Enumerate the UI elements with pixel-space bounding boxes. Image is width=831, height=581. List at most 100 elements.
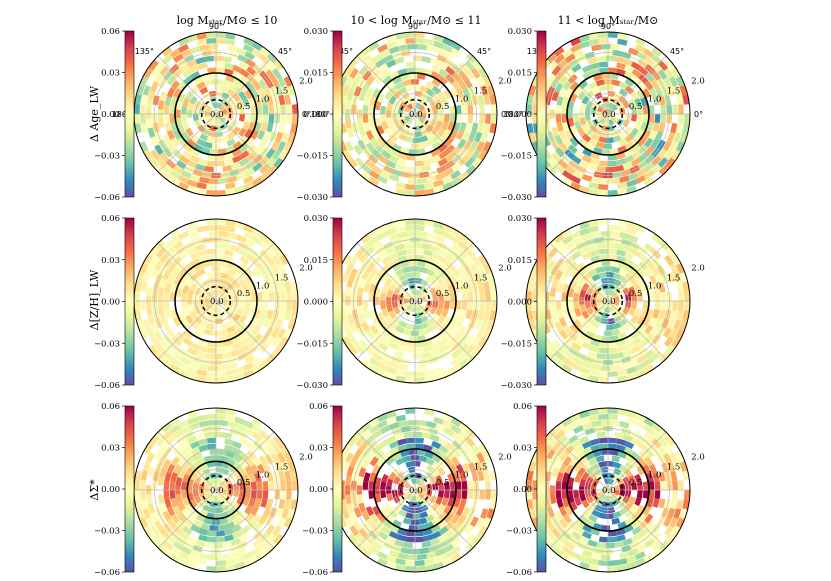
polar-bin bbox=[598, 559, 608, 566]
polar-bin bbox=[397, 534, 407, 542]
radial-tick-label: 1.5 bbox=[275, 87, 289, 97]
polar-bin bbox=[405, 408, 415, 415]
polar-bin bbox=[206, 341, 216, 348]
polar-bin bbox=[651, 233, 663, 244]
polar-bin bbox=[412, 166, 423, 173]
polar-bin bbox=[169, 170, 181, 180]
polar-bin bbox=[143, 254, 154, 266]
polar-bin bbox=[642, 481, 649, 490]
polar-bin bbox=[172, 129, 182, 140]
polar-bin bbox=[252, 456, 262, 467]
polar-bin bbox=[588, 38, 599, 46]
polar-bin bbox=[660, 291, 667, 301]
polar-bin bbox=[421, 56, 432, 64]
polar-bin bbox=[405, 536, 415, 543]
polar-bin bbox=[392, 504, 402, 514]
polar-bin bbox=[162, 240, 174, 252]
polar-bin bbox=[465, 282, 473, 293]
polar-bin bbox=[368, 114, 375, 124]
polar-bin bbox=[177, 312, 186, 322]
polar-bin bbox=[377, 557, 388, 567]
polar-bin bbox=[193, 277, 203, 287]
polar-bin bbox=[187, 304, 195, 313]
polar-bin bbox=[624, 468, 633, 478]
polar-bin bbox=[474, 272, 483, 284]
polar-bin bbox=[421, 540, 432, 548]
polar-bin bbox=[232, 517, 243, 526]
polar-bin bbox=[642, 105, 649, 114]
polar-bin bbox=[361, 510, 371, 522]
polar-bin bbox=[349, 525, 359, 537]
polar-bin bbox=[651, 155, 662, 167]
polar-bin bbox=[564, 88, 574, 99]
polar-bin bbox=[362, 104, 369, 114]
colorbar-tick-label: −0.015 bbox=[297, 339, 328, 349]
polar-bin bbox=[551, 278, 560, 289]
polar-bin bbox=[433, 416, 445, 425]
polar-bin bbox=[189, 64, 200, 74]
polar-bin bbox=[386, 493, 394, 502]
polar-bin bbox=[371, 165, 383, 175]
polar-bin bbox=[150, 525, 160, 537]
polar-bin bbox=[389, 148, 400, 158]
polar-bin bbox=[426, 232, 437, 240]
polar-bin bbox=[218, 231, 229, 238]
polar-bin bbox=[206, 189, 216, 196]
polar-bin bbox=[651, 437, 662, 449]
polar-bin bbox=[431, 530, 442, 540]
polar-bin bbox=[575, 330, 586, 340]
polar-bin bbox=[189, 461, 200, 471]
polar-bin bbox=[421, 432, 432, 440]
polar-bin bbox=[377, 368, 388, 378]
polar-bin bbox=[358, 467, 367, 478]
polar-bin bbox=[619, 421, 630, 429]
polar-bin bbox=[676, 499, 684, 510]
polar-bin bbox=[558, 274, 568, 285]
polar-bin bbox=[450, 552, 462, 563]
polar-bin bbox=[285, 291, 292, 301]
polar-bin bbox=[418, 291, 426, 299]
polar-bin bbox=[395, 369, 406, 377]
polar-bin bbox=[159, 252, 170, 263]
polar-bin bbox=[196, 225, 207, 233]
polar-bin bbox=[142, 319, 151, 331]
polar-bin bbox=[148, 157, 159, 169]
polar-bin bbox=[438, 337, 449, 347]
polar-bin bbox=[378, 63, 389, 73]
polar-bin bbox=[425, 268, 435, 277]
polar-bin bbox=[617, 558, 628, 566]
polar-bin bbox=[285, 301, 292, 311]
polar-bin bbox=[278, 499, 286, 510]
polar-bin bbox=[179, 439, 190, 449]
polar-bin bbox=[172, 429, 184, 439]
polar-bin bbox=[409, 297, 415, 301]
polar-bin bbox=[598, 183, 608, 190]
polar-bin bbox=[648, 274, 658, 285]
polar-bin bbox=[221, 295, 228, 301]
polar-bin bbox=[395, 188, 406, 196]
polar-bin bbox=[291, 104, 298, 114]
polar-bin bbox=[679, 132, 688, 143]
polar-bin bbox=[147, 90, 156, 101]
polar-bin bbox=[630, 344, 642, 354]
polar-bin bbox=[159, 441, 170, 452]
polar-bin bbox=[216, 102, 223, 109]
radial-tick-label: 2.0 bbox=[299, 263, 313, 273]
polar-bin bbox=[591, 552, 602, 560]
colorbar-tick-label: −0.015 bbox=[501, 152, 532, 162]
polar-bin bbox=[608, 154, 618, 161]
polar-bin bbox=[219, 492, 227, 500]
polar-bin bbox=[554, 134, 564, 146]
row-label-mass-density: ΔΣ* bbox=[88, 479, 101, 501]
polar-bin bbox=[581, 310, 590, 320]
polar-bin bbox=[443, 301, 450, 310]
polar-bin bbox=[608, 347, 618, 354]
polar-bin bbox=[217, 260, 227, 267]
polar-bin bbox=[371, 149, 382, 160]
radial-tick-label: 1.5 bbox=[275, 274, 289, 284]
polar-bin bbox=[155, 532, 167, 544]
polar-bin bbox=[643, 417, 655, 428]
polar-bin bbox=[599, 494, 606, 501]
polar-bin bbox=[225, 369, 236, 377]
